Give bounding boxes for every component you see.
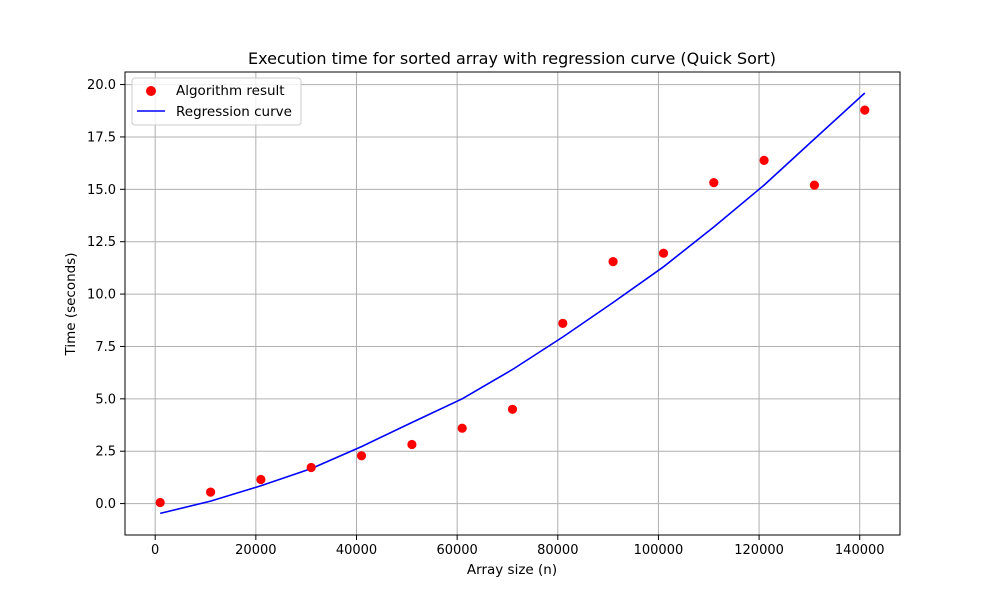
algorithm-result-point <box>860 105 870 115</box>
legend: Algorithm result Regression curve <box>131 77 302 126</box>
x-tick-label: 140000 <box>835 543 885 558</box>
algorithm-result-point <box>608 257 618 267</box>
y-tick-label: 2.5 <box>95 445 116 460</box>
y-axis-ticks: 0.0 2.5 5.0 7.5 10.0 12.5 15.0 17.5 20.0 <box>87 78 125 512</box>
algorithm-result-point <box>256 474 266 485</box>
algorithm-result-point <box>457 423 467 433</box>
y-tick-label: 15.0 <box>87 183 116 198</box>
x-axis-label: Array size (n) <box>467 562 557 578</box>
algorithm-result-point <box>809 180 820 190</box>
algorithm-result-point <box>759 155 769 165</box>
scatter-points-layer <box>155 105 870 508</box>
x-tick-label: 20000 <box>235 543 276 558</box>
regression-curve-line <box>160 92 866 515</box>
regression-curve-layer <box>160 92 866 515</box>
y-tick-label: 17.5 <box>87 130 116 145</box>
legend-label-algorithm-result: Algorithm result <box>176 83 285 99</box>
algorithm-result-point <box>709 178 719 188</box>
y-tick-label: 12.5 <box>87 235 116 250</box>
y-tick-label: 10.0 <box>87 288 116 303</box>
plot-frame <box>124 71 901 536</box>
legend-marker-algorithm-result <box>146 86 156 96</box>
algorithm-result-point <box>155 497 165 508</box>
algorithm-result-point <box>507 404 518 414</box>
grid <box>125 72 900 535</box>
y-axis-label: Time (seconds) <box>63 252 79 356</box>
legend-label-regression-curve: Regression curve <box>176 104 292 120</box>
algorithm-result-point <box>407 439 417 450</box>
x-tick-label: 60000 <box>436 543 477 558</box>
x-tick-label: 80000 <box>537 543 578 558</box>
y-tick-label: 20.0 <box>87 78 116 93</box>
algorithm-result-point <box>356 451 367 461</box>
chart-title: Execution time for sorted array with reg… <box>248 49 776 68</box>
algorithm-result-point <box>206 487 216 497</box>
algorithm-result-point <box>558 318 568 328</box>
x-tick-label: 120000 <box>734 543 784 558</box>
x-tick-label: 0 <box>151 543 159 558</box>
algorithm-result-point <box>658 248 669 258</box>
legend-box <box>131 77 302 126</box>
x-axis-ticks: 0 20000 40000 60000 80000 100000 120000 140000 <box>151 535 885 558</box>
x-tick-label: 40000 <box>336 543 377 558</box>
x-tick-label: 100000 <box>634 543 684 558</box>
y-tick-label: 0.0 <box>95 497 116 512</box>
y-tick-label: 5.0 <box>95 392 116 407</box>
y-tick-label: 7.5 <box>95 340 116 355</box>
algorithm-result-point <box>306 462 316 473</box>
